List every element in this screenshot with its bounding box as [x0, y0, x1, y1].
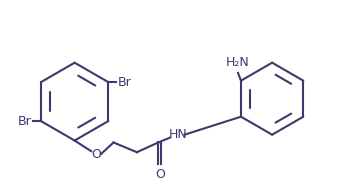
Text: HN: HN — [168, 128, 187, 141]
Text: Br: Br — [18, 115, 31, 128]
Text: O: O — [155, 168, 165, 181]
Text: Br: Br — [118, 76, 132, 89]
Text: O: O — [91, 148, 101, 161]
Text: H₂N: H₂N — [226, 56, 250, 69]
